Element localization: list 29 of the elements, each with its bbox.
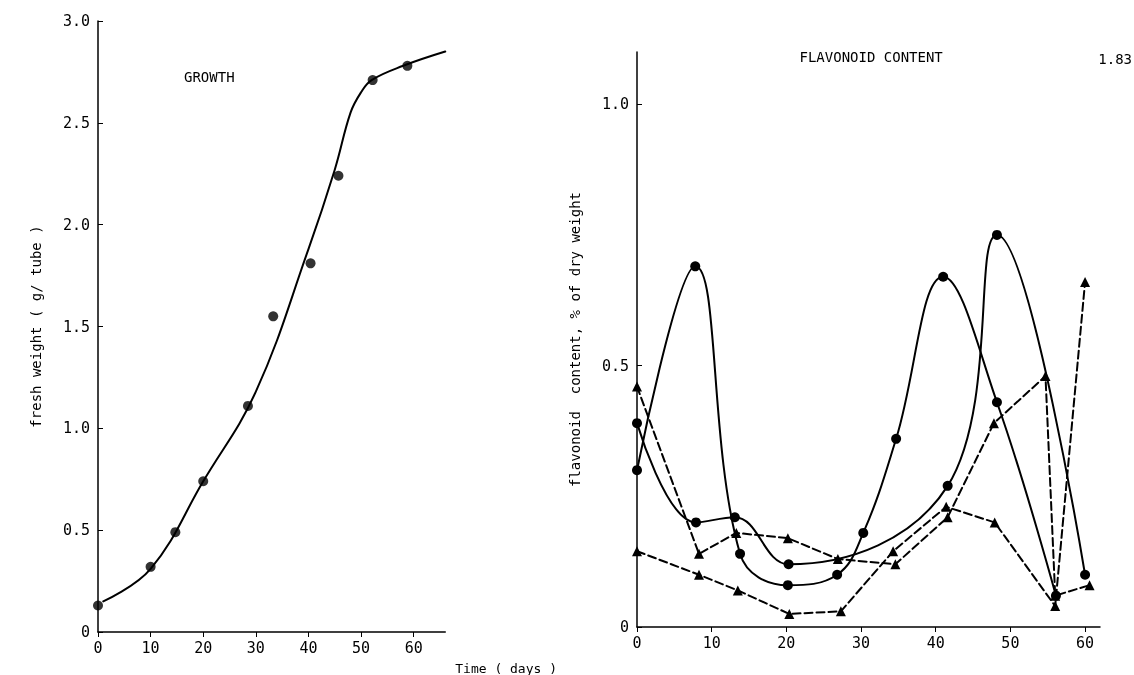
chart-title: FLAVONOID CONTENT [799, 49, 944, 65]
x-tick-label: 30 [852, 633, 871, 652]
y-axis-title: flavonoid content, % of dry weight [567, 191, 583, 488]
x-tick-label: 30 [246, 638, 265, 657]
x-tick-label: 50 [1001, 633, 1020, 652]
x-axis-title: Time ( days ) [455, 661, 557, 675]
y-tick-label: 2.0 [62, 215, 90, 234]
x-tick-label: 60 [1076, 633, 1095, 652]
y-tick-label: 1.0 [62, 419, 90, 438]
y-tick-label: 0 [619, 618, 629, 636]
x-tick-label: 10 [141, 638, 160, 657]
x-tick-label: 40 [926, 633, 945, 652]
x-tick-label: 0 [632, 633, 642, 652]
x-tick-label: 0 [93, 638, 103, 657]
y-tick-label: 0.5 [601, 356, 629, 375]
y-tick-label: 3.0 [62, 12, 90, 30]
text: GROWTH [184, 69, 235, 85]
annotation: 1.83 [1098, 51, 1132, 67]
x-tick-label: 10 [702, 633, 721, 652]
x-tick-label: 50 [352, 638, 371, 657]
y-tick-label: 1.0 [601, 95, 629, 114]
x-tick-label: 40 [299, 638, 318, 657]
x-tick-label: 60 [404, 638, 423, 657]
y-tick-label: 2.5 [62, 113, 90, 132]
y-axis-title: fresh weight ( g/ tube ) [28, 225, 44, 428]
x-tick-label: 20 [194, 638, 213, 657]
y-tick-label: 1.5 [62, 317, 90, 336]
y-tick-label: 0.5 [62, 521, 90, 540]
x-tick-label: 20 [777, 633, 796, 652]
